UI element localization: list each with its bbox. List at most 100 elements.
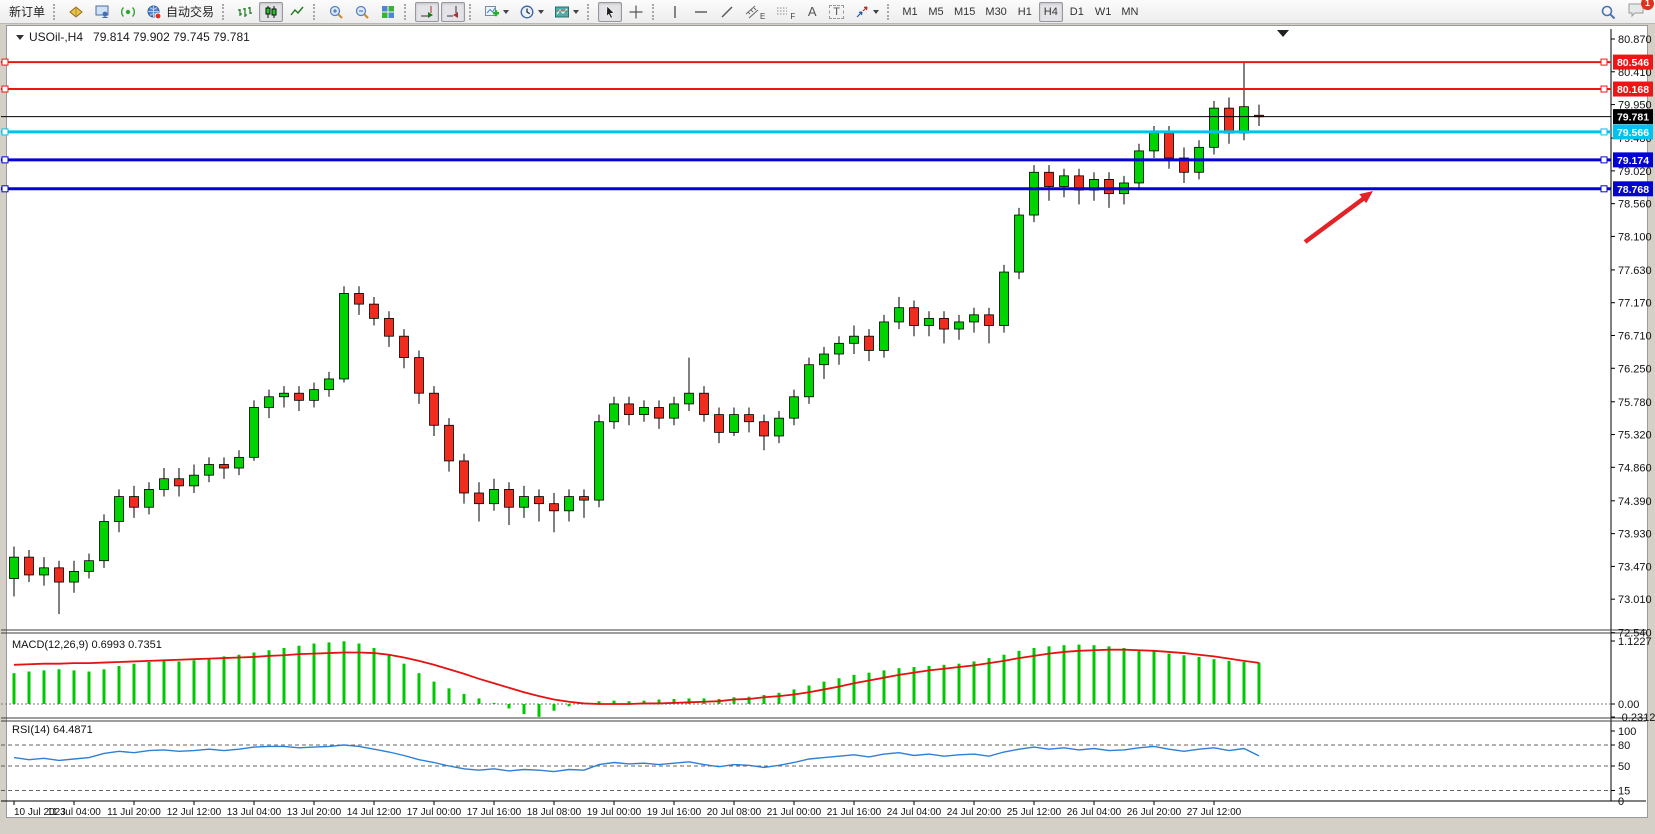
text-label-tool-label: T — [829, 4, 844, 19]
line-chart-button[interactable] — [285, 2, 309, 22]
candle-body — [399, 335, 409, 358]
price-tick-label: 79.950 — [1618, 100, 1652, 112]
rsi-label: RSI(14) 64.4871 — [12, 724, 93, 736]
chart-canvas[interactable]: 80.87080.41079.95079.48079.02078.56078.1… — [0, 26, 1655, 820]
notifications-button[interactable]: 1 — [1627, 0, 1654, 24]
candle-body — [519, 496, 529, 508]
line-chart-icon — [290, 6, 304, 15]
candle-body — [504, 489, 514, 508]
macd-bar — [1047, 646, 1051, 704]
horizontal-line-button[interactable] — [689, 2, 713, 22]
macd-bar — [432, 681, 436, 704]
cursor-button[interactable] — [598, 1, 623, 22]
timeframe-m15[interactable]: M15 — [954, 5, 976, 18]
macd-bar — [297, 645, 301, 704]
chart-shift-button[interactable] — [441, 1, 466, 22]
candle-body — [864, 335, 874, 351]
candle-body — [1209, 107, 1219, 148]
timeframe-mn[interactable]: MN — [1121, 5, 1139, 18]
crosshair-button[interactable] — [624, 2, 648, 22]
chevron-down-icon — [573, 9, 580, 14]
candlestick-chart-button[interactable] — [259, 1, 284, 22]
vertical-line-button[interactable] — [663, 2, 687, 22]
macd-signal-line — [13, 648, 1260, 705]
text-button[interactable]: A — [801, 2, 823, 22]
macd-bar — [282, 648, 286, 704]
time-tick-label: 19 Jul 16:00 — [647, 807, 702, 818]
auto-scroll-button[interactable] — [415, 1, 440, 22]
search-icon[interactable] — [1600, 4, 1617, 21]
macd-bar — [87, 671, 91, 704]
trendline-icon — [721, 6, 733, 17]
level-handle[interactable] — [1, 185, 9, 193]
zoom-in-button[interactable] — [324, 2, 348, 22]
candle-body — [699, 392, 709, 415]
zoom-out-button[interactable] — [350, 2, 374, 22]
fibonacci-button[interactable]: F — [771, 2, 799, 22]
macd-bar — [477, 698, 481, 704]
time-tick-label: 11 Jul 20:00 — [107, 807, 161, 818]
level-handle[interactable] — [1, 156, 9, 164]
candle-body — [114, 496, 124, 522]
level-handle[interactable] — [1, 58, 9, 66]
toolbar-right: 1 — [1600, 0, 1654, 24]
time-tick-label: 14 Jul 12:00 — [347, 807, 402, 818]
macd-bar — [1032, 648, 1036, 704]
text-label-button[interactable]: T — [825, 2, 848, 22]
level-handle[interactable] — [1, 128, 9, 136]
timeframe-h1[interactable]: H1 — [1017, 5, 1032, 18]
timeframe-w1[interactable]: W1 — [1094, 5, 1112, 18]
timeframe-m5[interactable]: M5 — [928, 5, 944, 18]
level-handle[interactable] — [1600, 85, 1608, 93]
macd-label: MACD(12,26,9) 0.6993 0.7351 — [12, 639, 162, 651]
price-level-badge-label: 78.768 — [1617, 184, 1649, 196]
chart-dropdown-icon[interactable] — [16, 34, 24, 40]
candle-body — [39, 567, 49, 576]
trendline-button[interactable] — [715, 2, 739, 22]
rsi-tick-label: 100 — [1618, 726, 1636, 738]
timeframe-h4[interactable]: H4 — [1038, 1, 1063, 22]
macd-bar — [327, 642, 331, 704]
timeframe-d1[interactable]: D1 — [1069, 5, 1084, 18]
tile-windows-button[interactable] — [376, 2, 400, 22]
level-handle[interactable] — [1600, 58, 1608, 66]
candle-body — [69, 570, 79, 583]
price-tick-label: 80.410 — [1618, 67, 1652, 79]
time-tick-label: 13 Jul 04:00 — [227, 807, 282, 818]
periods-button[interactable] — [515, 2, 548, 22]
templates-button[interactable] — [550, 2, 583, 22]
indicators-button[interactable] — [480, 2, 513, 22]
time-tick-label: 21 Jul 00:00 — [767, 807, 822, 818]
macd-bar — [1167, 653, 1171, 704]
arrows-button[interactable] — [850, 2, 883, 22]
trend-arrow-annotation[interactable] — [1303, 194, 1369, 244]
candle-body — [1134, 150, 1144, 184]
equidistant-channel-button[interactable]: E — [741, 2, 769, 22]
price-level-badge-label: 80.546 — [1617, 57, 1649, 69]
time-tick-label: 27 Jul 12:00 — [1187, 807, 1242, 818]
level-handle[interactable] — [1, 85, 9, 93]
data-window-button[interactable] — [90, 2, 114, 22]
cursor-icon — [606, 4, 615, 19]
candle-body — [924, 317, 934, 326]
auto-scroll-icon — [421, 5, 434, 18]
market-watch-button[interactable] — [64, 2, 88, 22]
candle-body — [414, 357, 424, 394]
timeframe-m1[interactable]: M1 — [902, 5, 918, 18]
macd-bar — [252, 652, 256, 704]
candle-body — [819, 353, 829, 366]
macd-bar — [552, 704, 556, 711]
navigator-button[interactable] — [116, 2, 140, 22]
autotrading-globe-icon — [147, 5, 162, 19]
timeframe-m30[interactable]: M30 — [985, 5, 1007, 18]
autotrading-button[interactable]: 自动交易 — [142, 2, 218, 22]
price-tick-label: 78.100 — [1618, 231, 1652, 243]
new-order-button[interactable]: 新订单 — [5, 2, 49, 22]
bar-chart-button[interactable] — [233, 2, 257, 22]
level-handle[interactable] — [1600, 128, 1608, 136]
candle-body — [234, 456, 244, 469]
level-handle[interactable] — [1600, 185, 1608, 193]
level-handle[interactable] — [1600, 156, 1608, 164]
macd-bar — [597, 701, 601, 704]
